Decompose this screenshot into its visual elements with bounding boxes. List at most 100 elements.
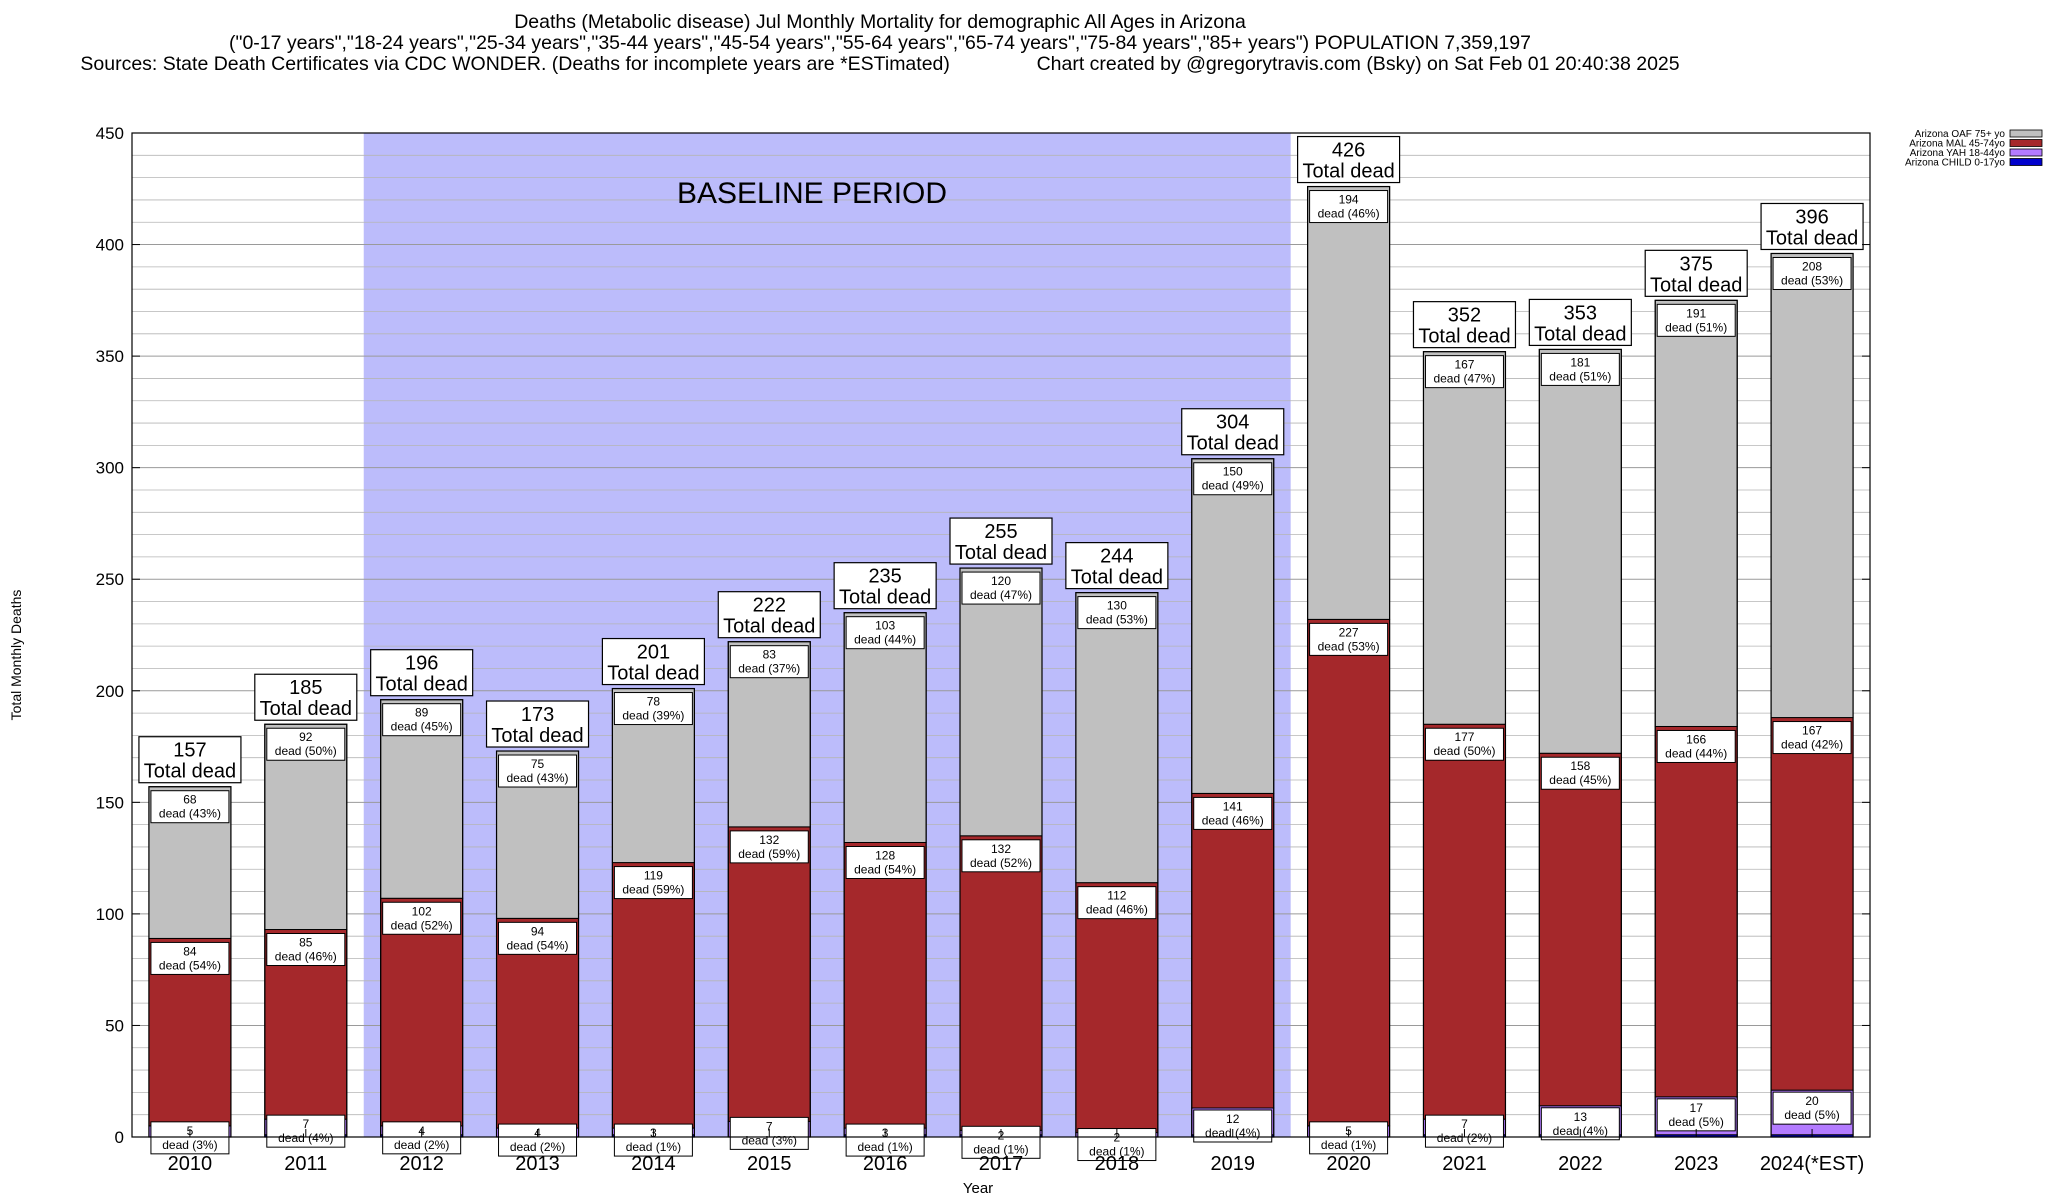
- segment-label-box: [845, 845, 925, 879]
- segment-value-label: 7: [1461, 1117, 1468, 1131]
- segment-label-box: [266, 1114, 346, 1148]
- segment-label-box: [150, 1121, 230, 1155]
- total-suffix-label: Total dead: [607, 663, 699, 685]
- segment-value-label: 103: [875, 619, 895, 633]
- segment-value-label: 141: [1223, 799, 1243, 813]
- segment-value-label: 227: [1339, 625, 1359, 639]
- segment-value-label: 94: [531, 924, 545, 938]
- legend-swatch: [2009, 129, 2043, 138]
- title-line: ("0-17 years","18-24 years","25-34 years…: [229, 32, 1531, 54]
- segment-label-box: [382, 1121, 462, 1155]
- segment-percent-label: dead (50%): [1433, 744, 1495, 758]
- segment-value-label: 158: [1570, 759, 1590, 773]
- segment-label-box: [1656, 303, 1736, 337]
- bar-segment: [1422, 351, 1506, 725]
- total-value-label: 375: [1680, 253, 1713, 275]
- segment-value-label: 13: [1574, 1110, 1588, 1124]
- segment-value-label: 132: [991, 842, 1011, 856]
- segment-percent-label: dead (47%): [1433, 372, 1495, 386]
- total-label-box: [601, 637, 706, 686]
- segment-label-box: [1656, 1098, 1736, 1132]
- y-tick-label: 350: [96, 347, 124, 366]
- segment-percent-label: dead (54%): [159, 958, 221, 972]
- total-label-box: [1296, 135, 1401, 184]
- segment-label-box: [1077, 596, 1157, 630]
- total-label-box: [254, 673, 358, 721]
- legend-label: Arizona YAH 18-44yo: [1910, 148, 2006, 159]
- segment-percent-label: dead (46%): [1318, 207, 1380, 221]
- segment-percent-label: dead (2%): [510, 1140, 565, 1154]
- segment-percent-label: dead (4%): [278, 1131, 333, 1145]
- bar-segment: [1075, 592, 1159, 884]
- total-label-box: [1644, 249, 1748, 297]
- segment-label-box: [1540, 756, 1620, 790]
- segment-percent-label: dead (46%): [1086, 903, 1148, 917]
- bar-segment: [727, 826, 811, 1122]
- segment-label-box: [150, 790, 230, 824]
- total-suffix-label: Total dead: [491, 725, 583, 747]
- segment-percent-label: dead (47%): [970, 588, 1032, 602]
- bar-segment: [1654, 299, 1738, 727]
- segment-percent-label: dead (53%): [1781, 273, 1843, 287]
- x-tick-label: 2015: [747, 1153, 792, 1175]
- total-label-box: [370, 649, 474, 697]
- segment-percent-label: dead (2%): [1437, 1131, 1492, 1145]
- total-suffix-label: Total dead: [1187, 433, 1279, 455]
- segment-value-label: 84: [183, 944, 197, 958]
- segment-value-label: 191: [1686, 306, 1706, 320]
- x-tick-label: 2020: [1326, 1153, 1371, 1175]
- y-tick-label: 250: [96, 570, 124, 589]
- y-tick-label: 0: [115, 1128, 124, 1147]
- segment-value-label: 89: [415, 706, 429, 720]
- total-suffix-label: Total dead: [144, 761, 236, 783]
- legend-label: Arizona OAF 75+ yo: [1915, 129, 2006, 140]
- x-axis-title: Year: [963, 1180, 993, 1197]
- segment-percent-label: dead (46%): [1202, 813, 1264, 827]
- segment-value-label: 130: [1107, 599, 1127, 613]
- y-tick-label: 300: [96, 459, 124, 478]
- total-label-box: [833, 562, 937, 610]
- segment-value-label: 17: [1690, 1101, 1704, 1115]
- segment-value-label: 119: [644, 869, 663, 883]
- legend-swatch: [2009, 139, 2043, 147]
- bar-segment: [1770, 252, 1854, 719]
- y-tick-label: 50: [105, 1016, 124, 1035]
- segment-value-label: 92: [299, 730, 313, 744]
- segment-label-box: [1193, 796, 1273, 830]
- segment-label-box: [1309, 1121, 1389, 1155]
- legend-label: Arizona CHILD 0-17yo: [1905, 158, 2005, 169]
- segment-percent-label: dead (51%): [1665, 320, 1727, 334]
- x-tick-label: 2011: [284, 1153, 327, 1175]
- segment-value-label: 120: [991, 574, 1011, 588]
- segment-value-label: 194: [1339, 193, 1359, 207]
- segment-value-label: 208: [1802, 259, 1822, 273]
- segment-percent-label: dead (1%): [973, 1142, 1028, 1156]
- segment-value-label: 181: [1570, 355, 1590, 369]
- segment-label-box: [845, 616, 925, 650]
- segment-label-box: [1424, 355, 1504, 389]
- x-tick-label: 2019: [1210, 1153, 1255, 1175]
- total-value-label: 157: [173, 740, 206, 762]
- total-label-box: [1528, 298, 1632, 347]
- total-value-label: 201: [637, 642, 670, 664]
- segment-label-box: [266, 933, 346, 967]
- x-tick-label: 2022: [1558, 1153, 1603, 1175]
- segment-value-label: 166: [1686, 732, 1706, 746]
- segment-percent-label: dead (5%): [1784, 1108, 1839, 1122]
- segment-value-label: 83: [763, 648, 777, 662]
- total-value-label: 352: [1448, 305, 1481, 327]
- total-value-label: 235: [868, 566, 901, 588]
- segment-label-box: [1772, 1091, 1852, 1125]
- y-tick-label: 450: [96, 124, 124, 143]
- segment-value-label: 7: [766, 1119, 773, 1133]
- segment-value-label: 78: [647, 695, 661, 709]
- segment-percent-label: dead (39%): [622, 709, 684, 723]
- segment-percent-label: dead (5%): [1669, 1115, 1724, 1129]
- segment-percent-label: dead (1%): [626, 1140, 681, 1154]
- segment-value-label: 20: [1805, 1094, 1819, 1108]
- y-tick-label: 150: [96, 793, 124, 812]
- total-label-box: [1065, 542, 1169, 590]
- segment-percent-label: dead (45%): [391, 720, 453, 734]
